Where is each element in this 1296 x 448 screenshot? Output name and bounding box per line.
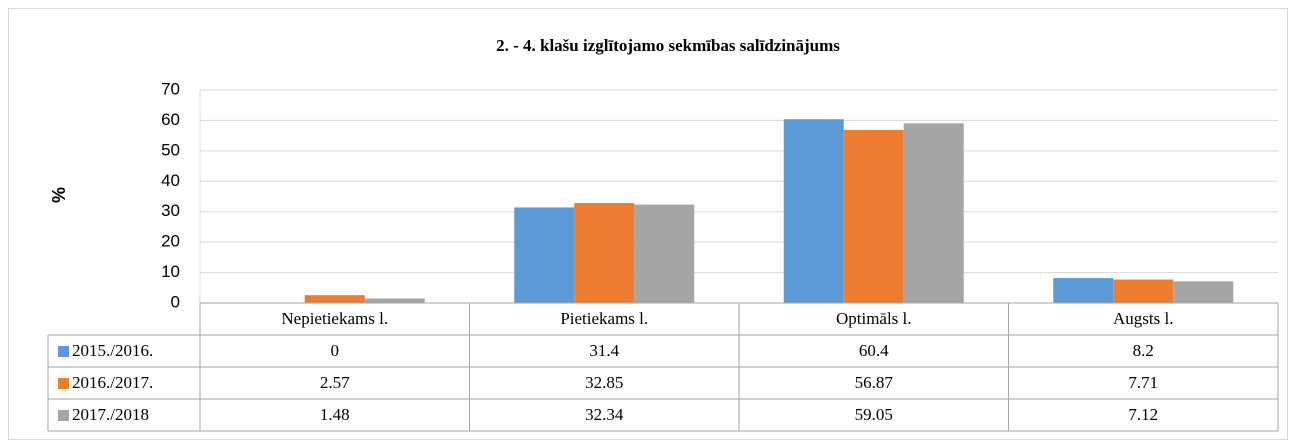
bar [514,207,575,303]
legend-swatch [58,410,69,421]
bar [304,295,365,303]
legend-swatch [58,378,69,389]
legend-label: 2015./2016. [72,341,153,360]
y-tick-label: 40 [161,171,180,190]
table-value: 32.85 [585,373,623,392]
y-tick-label: 10 [161,262,180,281]
table-value: 7.12 [1128,405,1158,424]
bar [364,298,425,303]
table-value: 7.71 [1128,373,1158,392]
table-header: Nepietiekams l. [281,309,388,328]
bar [843,129,904,303]
table-value: 60.4 [859,341,889,360]
table-value: 2.57 [320,373,350,392]
bar [634,204,695,303]
y-tick-label: 70 [161,79,180,98]
bar [903,123,964,304]
table-value: 32.34 [585,405,624,424]
chart-title: 2. - 4. klašu izglītojamo sekmības salīd… [496,36,840,55]
bar [574,203,635,303]
legend-label: 2017./2018 [72,405,149,424]
bar [1053,278,1114,303]
bar [1113,279,1174,303]
bar [783,119,844,303]
bar [1173,281,1234,303]
table-value: 0 [331,341,340,360]
y-tick-label: 60 [161,110,180,129]
table-header: Optimāls l. [836,309,912,328]
table-value: 59.05 [855,405,893,424]
y-tick-label: 50 [161,140,180,159]
table-value: 31.4 [589,341,619,360]
table-header: Pietiekams l. [560,309,648,328]
table-value: 56.87 [855,373,894,392]
table-value: 1.48 [320,405,350,424]
y-tick-label: 30 [161,201,180,220]
y-tick-label: 20 [161,232,180,251]
y-axis-label: % [49,187,69,203]
table-value: 8.2 [1133,341,1154,360]
y-tick-label: 0 [171,292,180,311]
table-header: Augsts l. [1113,309,1173,328]
legend-swatch [58,346,69,357]
legend-label: 2016./2017. [72,373,153,392]
